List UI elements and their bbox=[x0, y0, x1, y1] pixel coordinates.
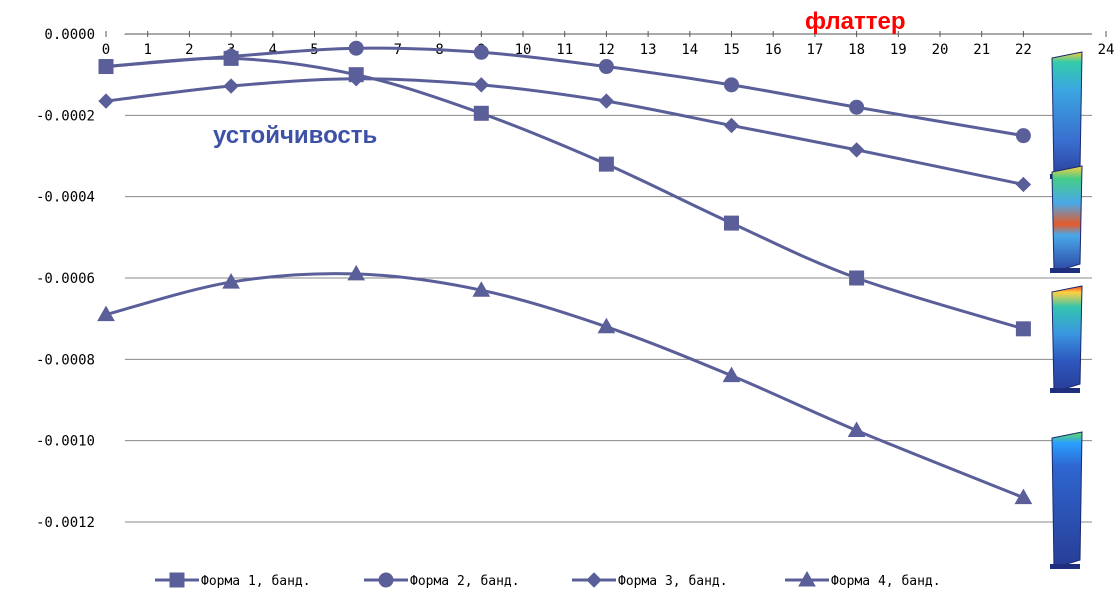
data-point bbox=[347, 264, 366, 281]
legend-label: Форма 2, банд. bbox=[410, 574, 520, 589]
y-tick-label: -0.0002 bbox=[36, 108, 95, 124]
mode-shape-2 bbox=[1051, 165, 1083, 273]
data-point bbox=[598, 59, 614, 75]
data-point bbox=[222, 273, 240, 289]
data-point bbox=[472, 281, 491, 297]
y-tick-label: -0.0004 bbox=[36, 190, 95, 206]
data-point bbox=[473, 105, 489, 121]
x-tick-label: 10 bbox=[515, 42, 532, 58]
data-point bbox=[1015, 176, 1032, 193]
y-tick-label: -0.0006 bbox=[36, 271, 95, 287]
x-tick-label: 13 bbox=[640, 42, 657, 58]
data-point bbox=[348, 40, 364, 56]
x-tick-label: 24 bbox=[1098, 42, 1115, 58]
mode-shape-base bbox=[1050, 268, 1080, 273]
legend-item: Форма 1, банд. bbox=[155, 572, 311, 589]
mode-shape-base bbox=[1050, 388, 1080, 393]
data-point bbox=[849, 270, 865, 286]
x-tick-label: 21 bbox=[973, 42, 990, 58]
legend: Форма 1, банд. Форма 2, банд. Форма 3, бан… bbox=[155, 570, 941, 589]
x-tick-label: 18 bbox=[848, 42, 865, 58]
legend-label: Форма 1, банд. bbox=[201, 574, 311, 589]
x-tick-label: 1 bbox=[143, 42, 151, 58]
mode-shape-3 bbox=[1051, 285, 1083, 393]
data-point bbox=[597, 317, 616, 334]
legend-marker bbox=[378, 572, 394, 588]
series-line bbox=[105, 272, 1024, 499]
series-line bbox=[105, 56, 1024, 331]
y-axis-ticks: 0.0000 -0.0002 -0.0004 -0.0006 -0.0008 -0.001… bbox=[36, 27, 95, 531]
legend-label: Форма 3, банд. bbox=[618, 574, 728, 589]
data-point bbox=[473, 44, 489, 60]
data-point bbox=[223, 48, 239, 64]
legend-item: Форма 3, банд. bbox=[572, 572, 728, 589]
mode-shape-base bbox=[1050, 564, 1080, 569]
data-point bbox=[1015, 321, 1031, 337]
data-point bbox=[724, 215, 739, 231]
data-point bbox=[1014, 488, 1033, 505]
legend-marker bbox=[586, 572, 602, 588]
data-point bbox=[97, 305, 115, 322]
y-tick-label: -0.0010 bbox=[36, 434, 95, 450]
legend-marker bbox=[798, 570, 816, 587]
x-tick-label: 2 bbox=[185, 42, 193, 58]
y-tick-label: -0.0012 bbox=[36, 515, 95, 531]
data-point bbox=[223, 78, 239, 94]
mode-shape-images bbox=[1050, 51, 1083, 569]
y-tick-label: 0.0000 bbox=[44, 27, 95, 43]
data-point bbox=[848, 142, 865, 158]
data-point bbox=[1015, 128, 1031, 144]
gridlines bbox=[124, 34, 1092, 523]
data-point bbox=[598, 156, 614, 172]
series-3 bbox=[98, 71, 1032, 193]
annotation-stability: устойчивость bbox=[213, 122, 377, 149]
x-tick-label: 16 bbox=[765, 42, 782, 58]
x-tick-label: 19 bbox=[890, 42, 907, 58]
data-point bbox=[724, 77, 739, 93]
x-tick-label: 7 bbox=[394, 42, 402, 58]
data-point bbox=[722, 366, 741, 383]
data-point bbox=[98, 59, 114, 75]
annotation-flutter: флаттер bbox=[805, 8, 906, 35]
series-4 bbox=[97, 264, 1033, 505]
data-point bbox=[98, 93, 114, 109]
legend-item: Форма 2, банд. bbox=[364, 572, 520, 589]
data-point bbox=[723, 117, 740, 134]
data-point bbox=[348, 71, 364, 87]
legend-marker bbox=[169, 572, 185, 588]
x-tick-label: 12 bbox=[598, 42, 615, 58]
data-point bbox=[847, 421, 866, 437]
legend-item: Форма 4, банд. bbox=[785, 570, 941, 589]
data-point bbox=[473, 77, 490, 93]
x-tick-label: 17 bbox=[806, 42, 823, 58]
data-point bbox=[849, 99, 865, 115]
mode-shape-4 bbox=[1051, 431, 1083, 569]
x-tick-label: 14 bbox=[681, 42, 698, 58]
series-group bbox=[97, 40, 1033, 505]
legend-label: Форма 4, банд. bbox=[831, 574, 941, 589]
x-tick-label: 4 bbox=[269, 42, 277, 58]
x-tick-label: 0 bbox=[102, 42, 110, 58]
y-tick-label: -0.0008 bbox=[36, 352, 95, 368]
x-tick-label: 22 bbox=[1015, 42, 1032, 58]
data-point bbox=[598, 93, 615, 109]
mode-shape-1 bbox=[1051, 51, 1083, 179]
x-axis: 01234567891011121314151617181920212224 bbox=[102, 31, 1115, 58]
x-tick-label: 20 bbox=[932, 42, 949, 58]
x-tick-label: 15 bbox=[723, 42, 740, 58]
series-2 bbox=[98, 40, 1031, 144]
x-tick-label: 11 bbox=[556, 42, 573, 58]
